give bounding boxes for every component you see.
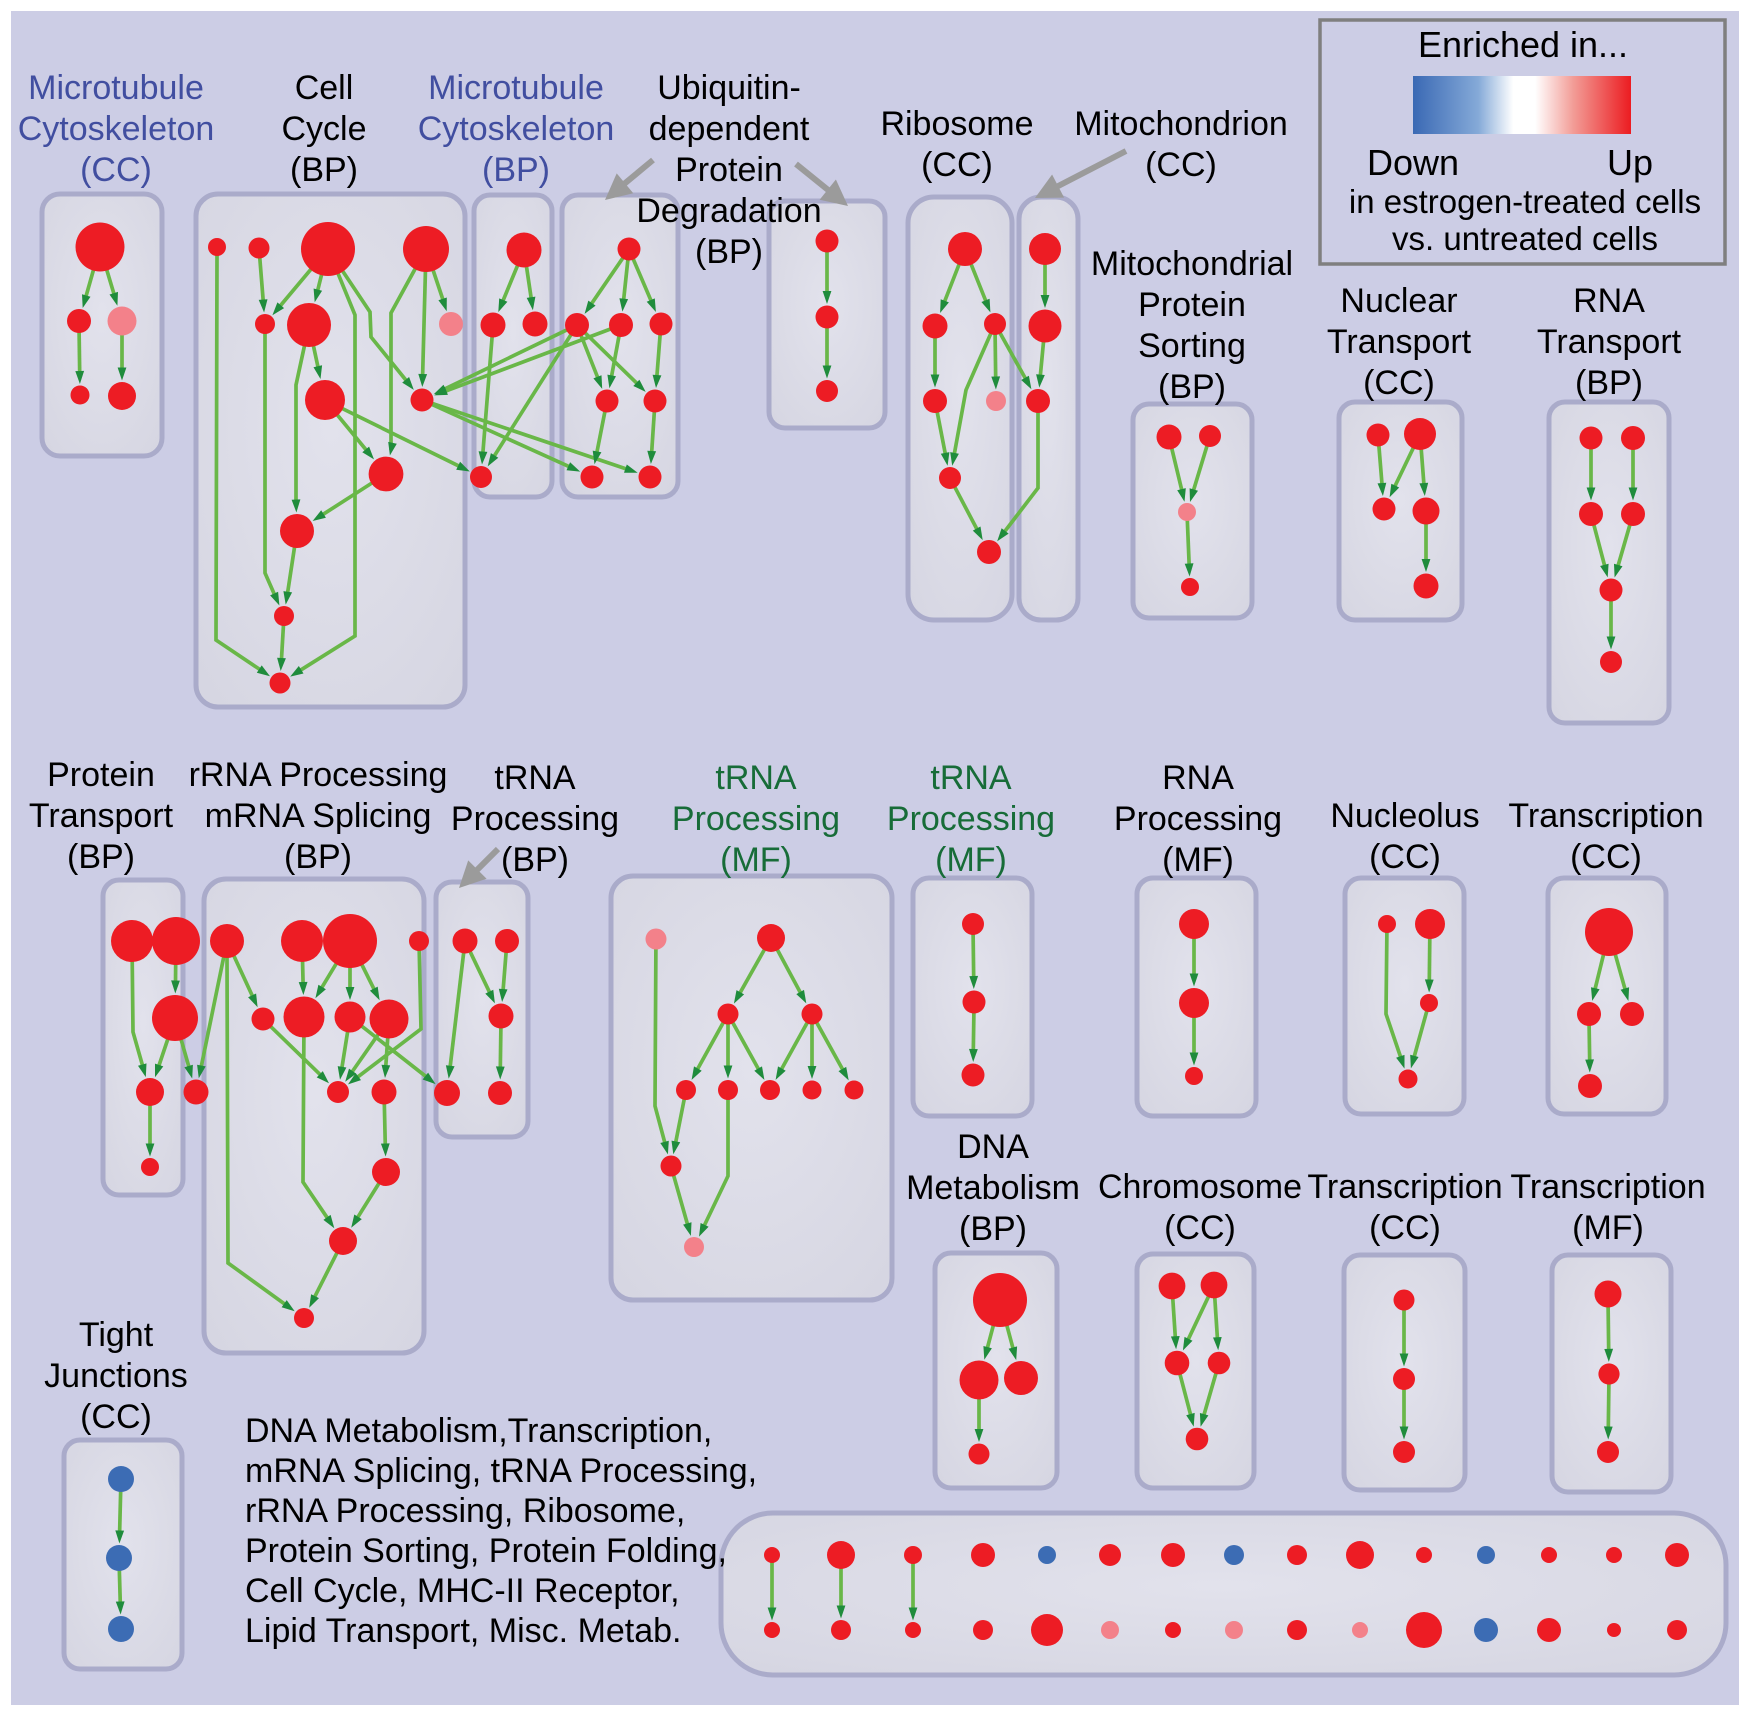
svg-text:Processing: Processing xyxy=(672,800,840,838)
svg-text:(MF): (MF) xyxy=(935,841,1007,879)
svg-text:Cytoskeleton: Cytoskeleton xyxy=(18,110,215,148)
svg-text:Transcription: Transcription xyxy=(1307,1168,1502,1206)
svg-text:(BP): (BP) xyxy=(284,838,352,876)
svg-text:Protein: Protein xyxy=(675,151,783,189)
svg-text:rRNA Processing, Ribosome,: rRNA Processing, Ribosome, xyxy=(245,1492,685,1530)
svg-text:Metabolism: Metabolism xyxy=(906,1169,1080,1207)
svg-text:Degradation: Degradation xyxy=(636,192,821,230)
svg-text:Nucleolus: Nucleolus xyxy=(1330,797,1479,835)
svg-text:(CC): (CC) xyxy=(1369,838,1441,876)
svg-text:(CC): (CC) xyxy=(921,146,993,184)
svg-text:Processing: Processing xyxy=(1114,800,1282,838)
svg-text:rRNA Processing: rRNA Processing xyxy=(189,756,448,794)
svg-text:Nuclear: Nuclear xyxy=(1340,282,1457,320)
svg-text:RNA: RNA xyxy=(1162,759,1234,797)
svg-text:Ubiquitin-: Ubiquitin- xyxy=(657,69,801,107)
svg-text:(CC): (CC) xyxy=(80,151,152,189)
svg-text:(BP): (BP) xyxy=(1158,368,1226,406)
svg-text:Transport: Transport xyxy=(29,797,174,835)
svg-text:Processing: Processing xyxy=(451,800,619,838)
svg-text:mRNA Splicing: mRNA Splicing xyxy=(205,797,432,835)
svg-text:DNA Metabolism,Transcription,: DNA Metabolism,Transcription, xyxy=(245,1412,712,1450)
svg-text:(MF): (MF) xyxy=(1572,1209,1644,1247)
svg-text:in estrogen-treated cells: in estrogen-treated cells xyxy=(1349,183,1701,220)
svg-text:Enriched in...: Enriched in... xyxy=(1418,24,1628,65)
svg-text:tRNA: tRNA xyxy=(715,759,797,797)
svg-text:Ribosome: Ribosome xyxy=(880,105,1033,143)
svg-text:dependent: dependent xyxy=(649,110,810,148)
svg-text:Protein: Protein xyxy=(1138,286,1246,324)
svg-text:Transcription: Transcription xyxy=(1508,797,1703,835)
svg-text:Mitochondrial: Mitochondrial xyxy=(1091,245,1293,283)
svg-text:(MF): (MF) xyxy=(720,841,792,879)
svg-text:Cycle: Cycle xyxy=(281,110,366,148)
svg-text:RNA: RNA xyxy=(1573,282,1645,320)
svg-text:tRNA: tRNA xyxy=(930,759,1012,797)
svg-text:Chromosome: Chromosome xyxy=(1098,1168,1302,1206)
svg-text:Cell: Cell xyxy=(295,69,354,107)
svg-text:Lipid Transport, Misc. Metab.: Lipid Transport, Misc. Metab. xyxy=(245,1612,682,1650)
svg-text:(BP): (BP) xyxy=(67,838,135,876)
svg-text:mRNA Splicing, tRNA Processing: mRNA Splicing, tRNA Processing, xyxy=(245,1452,757,1490)
svg-text:(BP): (BP) xyxy=(482,151,550,189)
svg-text:Protein: Protein xyxy=(47,756,155,794)
svg-text:vs. untreated cells: vs. untreated cells xyxy=(1392,220,1658,257)
svg-text:Sorting: Sorting xyxy=(1138,327,1246,365)
svg-text:Microtubule: Microtubule xyxy=(28,69,204,107)
svg-text:Processing: Processing xyxy=(887,800,1055,838)
svg-text:Transcription: Transcription xyxy=(1510,1168,1705,1206)
svg-text:Transport: Transport xyxy=(1537,323,1682,361)
svg-text:Microtubule: Microtubule xyxy=(428,69,604,107)
svg-text:(CC): (CC) xyxy=(1145,146,1217,184)
svg-text:Cytoskeleton: Cytoskeleton xyxy=(418,110,615,148)
svg-text:(MF): (MF) xyxy=(1162,841,1234,879)
svg-text:Tight: Tight xyxy=(79,1316,154,1354)
svg-text:Transport: Transport xyxy=(1327,323,1472,361)
svg-text:(BP): (BP) xyxy=(695,233,763,271)
svg-text:(BP): (BP) xyxy=(290,151,358,189)
svg-text:Mitochondrion: Mitochondrion xyxy=(1074,105,1288,143)
svg-text:(BP): (BP) xyxy=(1575,364,1643,402)
svg-text:tRNA: tRNA xyxy=(494,759,576,797)
svg-text:Cell Cycle, MHC-II Receptor,: Cell Cycle, MHC-II Receptor, xyxy=(245,1572,680,1610)
svg-text:Down: Down xyxy=(1367,142,1459,183)
svg-text:(BP): (BP) xyxy=(501,841,569,879)
svg-text:DNA: DNA xyxy=(957,1128,1029,1166)
svg-text:(CC): (CC) xyxy=(1363,364,1435,402)
svg-text:(BP): (BP) xyxy=(959,1210,1027,1248)
svg-text:(CC): (CC) xyxy=(80,1398,152,1436)
svg-text:(CC): (CC) xyxy=(1570,838,1642,876)
svg-text:Protein Sorting, Protein Foldi: Protein Sorting, Protein Folding, xyxy=(245,1532,727,1570)
svg-text:Up: Up xyxy=(1607,142,1653,183)
svg-text:(CC): (CC) xyxy=(1369,1209,1441,1247)
svg-text:Junctions: Junctions xyxy=(44,1357,188,1395)
svg-text:(CC): (CC) xyxy=(1164,1209,1236,1247)
